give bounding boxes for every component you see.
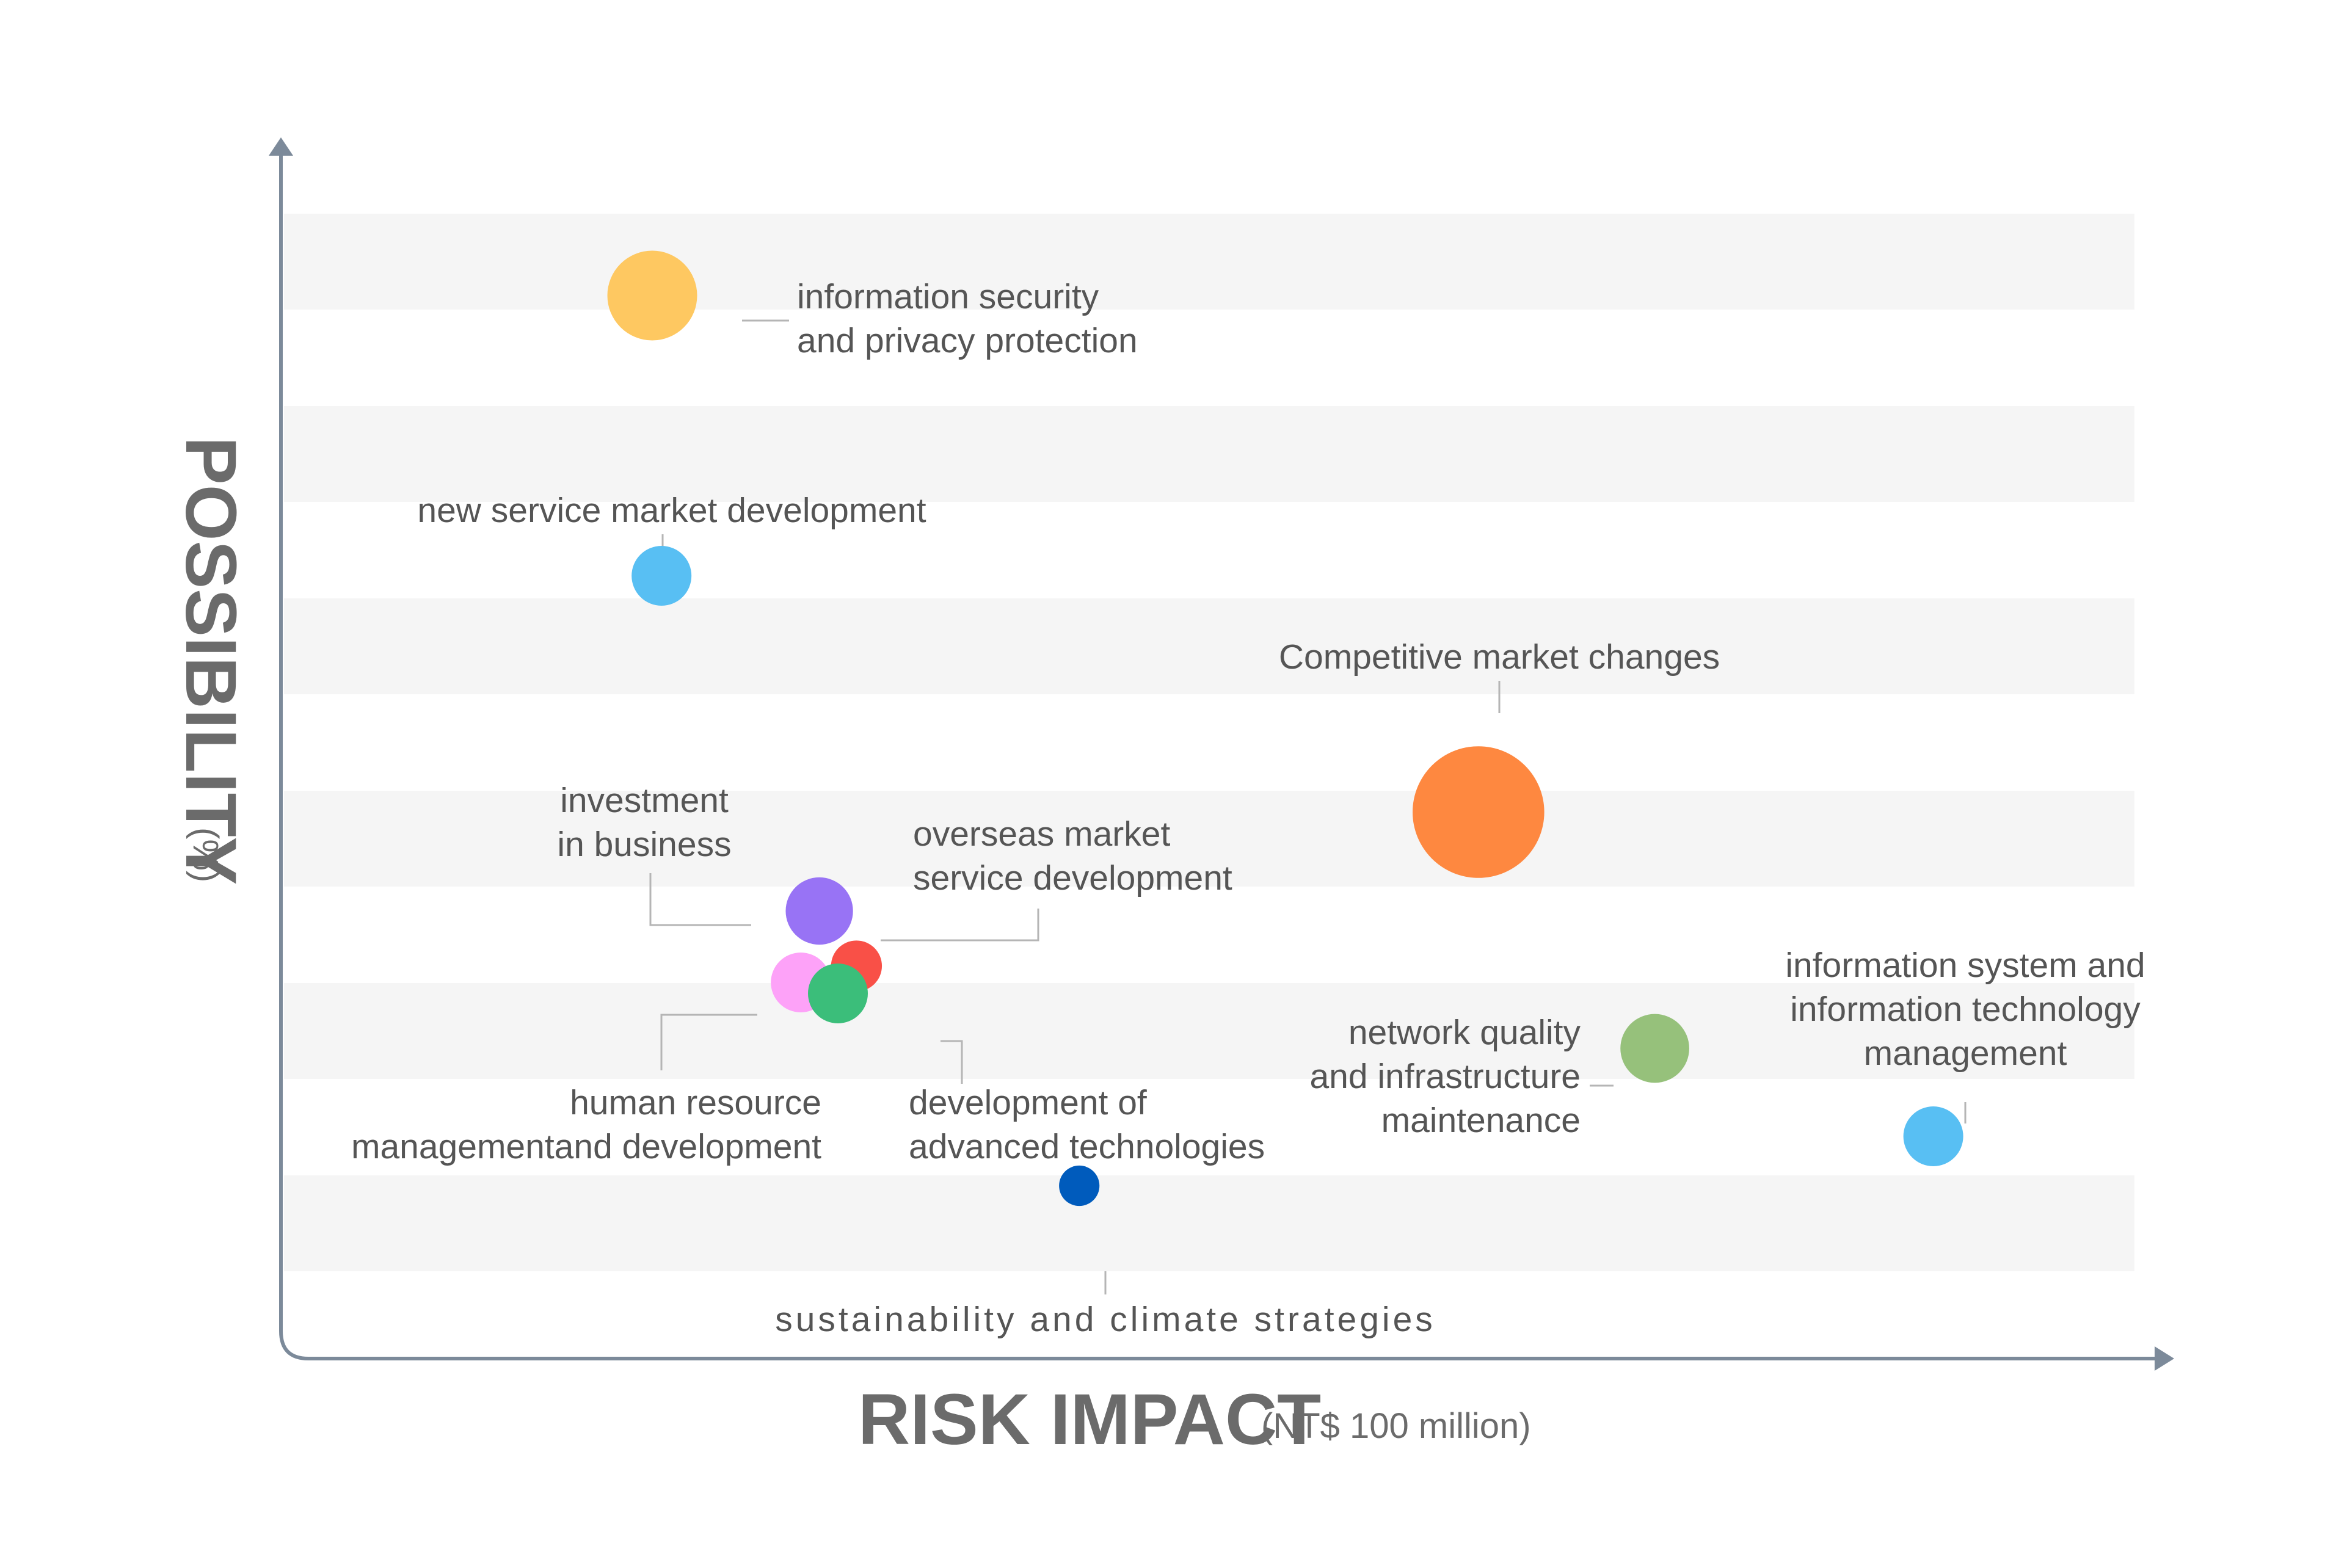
y-axis-title-group: POSSIBILITY (%) [170, 437, 251, 885]
band-1 [284, 214, 2134, 310]
bubble-label-2-line-1: new service market development [417, 491, 926, 530]
bubble-labels: information security and privacy protecti… [351, 277, 2145, 1339]
connector-5 [660, 1014, 757, 1070]
bubble-3 [1413, 746, 1545, 878]
band-2 [284, 406, 2134, 502]
bubble-label-9-line-2: information technology [1790, 990, 2141, 1029]
bubble-label-1-line-1: information security [797, 277, 1099, 316]
band-6 [284, 1175, 2134, 1271]
bubble-label-7-line-1: investment [560, 781, 729, 820]
bubble-label-1-line-2: and privacy protection [797, 321, 1138, 360]
y-axis-arrow [269, 137, 293, 156]
connector-7 [649, 873, 751, 926]
y-axis-unit: (%) [186, 827, 225, 882]
bubble-10 [1059, 1165, 1100, 1207]
bubble-6 [808, 964, 868, 1023]
x-axis-unit: (NT$ 100 million) [1261, 1406, 1531, 1446]
bubble-label-10-line-1: sustainability and climate strategies [775, 1300, 1436, 1339]
x-axis-arrow [2155, 1346, 2174, 1371]
bubble-label-6-line-1: development of [909, 1083, 1147, 1122]
bubble-label-4-line-1: overseas market [913, 815, 1170, 854]
bubble-label-5-line-1: human resource [570, 1083, 821, 1122]
bubble-label-8-line-1: network quality [1348, 1013, 1581, 1052]
bubble-1 [607, 250, 697, 341]
connector-6 [941, 1040, 963, 1084]
band-5 [284, 983, 2134, 1079]
connector-4 [881, 909, 1039, 942]
bubble-label-8-line-2: and infrastructure [1309, 1057, 1581, 1096]
background-bands [284, 214, 2134, 1271]
bubble-label-4-line-2: service development [913, 858, 1232, 898]
band-3 [284, 598, 2134, 694]
bubble-label-9-line-1: information system and [1785, 946, 2145, 985]
bubble-label-6-line-2: advanced technologies [909, 1127, 1265, 1166]
label-connectors [649, 319, 1967, 1294]
bubbles [607, 250, 1963, 1207]
bubble-label-8-line-3: maintenance [1381, 1101, 1581, 1140]
x-axis-title: RISK IMPACT [858, 1379, 1321, 1460]
bubble-label-9-line-3: management [1864, 1034, 2067, 1073]
bubble-8 [1620, 1014, 1689, 1083]
bubble-label-7-line-2: in business [557, 825, 731, 864]
bubble-7 [785, 877, 853, 945]
y-axis-title: POSSIBILITY [170, 437, 251, 885]
x-axis [269, 137, 2174, 1371]
bubble-2 [631, 546, 692, 606]
bubble-9 [1903, 1106, 1963, 1166]
bubble-label-5-line-2: managementand development [351, 1127, 821, 1166]
bubble-label-3-line-1: Competitive market changes [1279, 637, 1720, 677]
axis-line [279, 147, 2162, 1360]
band-4 [284, 791, 2134, 887]
